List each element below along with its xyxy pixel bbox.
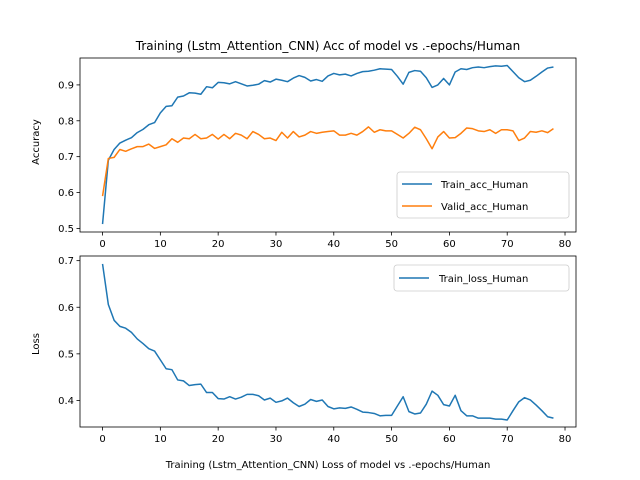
accuracy-x-tick-label: 0	[99, 239, 105, 250]
accuracy-x-tick-label: 40	[327, 239, 340, 250]
accuracy-y-tick-label: 0.9	[58, 80, 74, 91]
loss-x-tick-label: 60	[443, 434, 456, 445]
accuracy-y-tick-label: 0.5	[58, 224, 74, 235]
loss-x-tick-label: 80	[559, 434, 572, 445]
accuracy-x-tick-label: 10	[154, 239, 167, 250]
loss-x-tick-label: 50	[385, 434, 398, 445]
loss-series-lines	[101, 263, 554, 421]
loss-x-tick-label: 0	[99, 434, 105, 445]
loss-y-axis-label: Loss	[31, 333, 42, 355]
loss-y-tick-label: 0.6	[58, 303, 74, 314]
accuracy-legend: Train_acc_Human Valid_acc_Human	[396, 171, 570, 219]
loss-legend: Train_loss_Human	[393, 264, 570, 292]
accuracy-y-axis-label: Accuracy	[31, 119, 42, 165]
loss-y-tick-label: 0.7	[58, 256, 74, 267]
loss-y-tick-label: 0.4	[58, 396, 74, 407]
accuracy-y-tick-label: 0.6	[58, 188, 74, 199]
loss-x-tick-label: 70	[501, 434, 514, 445]
loss-x-tick-label: 10	[154, 434, 167, 445]
loss-x-ticks: 0 10 20 30 40 50 60 70 80	[99, 427, 571, 445]
loss-subplot: Loss Training (Lstm_Attention_CNN) Loss …	[31, 255, 577, 471]
loss-x-tick-label: 40	[327, 434, 340, 445]
accuracy-x-tick-label: 20	[212, 239, 225, 250]
accuracy-chart-title: Training (Lstm_Attention_CNN) Acc of mod…	[135, 39, 520, 53]
loss-x-axis-label: Training (Lstm_Attention_CNN) Loss of mo…	[165, 460, 491, 471]
accuracy-subplot: Training (Lstm_Attention_CNN) Acc of mod…	[31, 39, 577, 250]
accuracy-y-tick-label: 0.8	[58, 116, 74, 127]
accuracy-legend-box	[396, 171, 570, 219]
legend-label-train-loss: Train_loss_Human	[438, 274, 528, 285]
loss-series-line-0	[101, 263, 554, 421]
accuracy-y-ticks: 0.5 0.6 0.7 0.8 0.9	[58, 80, 80, 235]
legend-label-valid-acc: Valid_acc_Human	[441, 202, 528, 213]
accuracy-x-tick-label: 60	[443, 239, 456, 250]
loss-y-ticks: 0.4 0.5 0.6 0.7	[58, 256, 80, 407]
loss-x-tick-label: 30	[270, 434, 283, 445]
accuracy-x-tick-label: 50	[385, 239, 398, 250]
accuracy-series-lines	[101, 64, 554, 225]
loss-y-tick-label: 0.5	[58, 349, 74, 360]
accuracy-series-line-1	[101, 126, 554, 197]
legend-label-train-acc: Train_acc_Human	[440, 180, 528, 191]
accuracy-x-tick-label: 70	[501, 239, 514, 250]
accuracy-axes-frame	[79, 57, 577, 233]
loss-x-tick-label: 20	[212, 434, 225, 445]
loss-legend-box	[393, 264, 570, 292]
accuracy-x-ticks: 0 10 20 30 40 50 60 70 80	[99, 232, 571, 250]
loss-axes-frame	[79, 255, 577, 428]
accuracy-x-tick-label: 30	[270, 239, 283, 250]
accuracy-y-tick-label: 0.7	[58, 152, 74, 163]
accuracy-series-line-0	[101, 64, 554, 225]
accuracy-x-tick-label: 80	[559, 239, 572, 250]
